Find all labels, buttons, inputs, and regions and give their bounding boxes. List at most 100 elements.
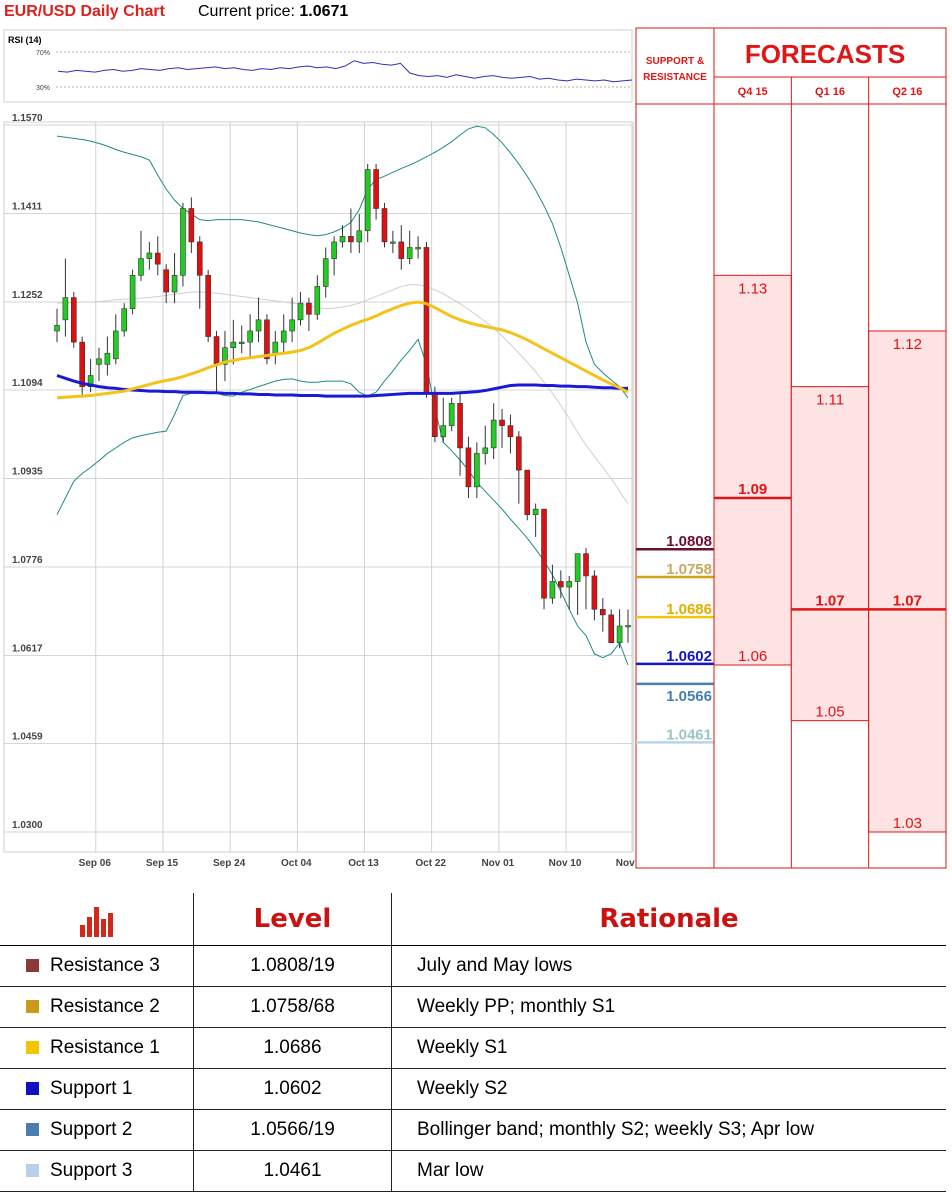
candle-body: [96, 358, 102, 365]
levels-table-wrap: Level Rationale Resistance 3 1.0808/19 J…: [0, 893, 952, 1192]
table-row: Resistance 3 1.0808/19 July and May lows: [0, 945, 946, 987]
legend-swatch: [26, 1000, 39, 1013]
forecast-range: [868, 330, 947, 833]
legend-swatch: [26, 1041, 39, 1054]
y-tick-label: 1.0776: [12, 555, 43, 566]
candle: [348, 208, 354, 254]
candle-body: [331, 241, 337, 259]
level-name-cell: Resistance 1: [0, 1027, 194, 1069]
level-name: Support 2: [50, 1118, 133, 1140]
candle-body: [230, 341, 237, 348]
candle-body: [54, 325, 60, 332]
candle: [171, 253, 178, 304]
level-name-cell: Resistance 2: [0, 986, 194, 1028]
candle-body: [457, 403, 463, 449]
candle: [138, 230, 144, 281]
candle: [188, 197, 195, 254]
forecast-low-value: 1.03: [893, 815, 922, 832]
candle-body: [255, 319, 262, 332]
title-bar: EUR/USD Daily Chart Current price: 1.067…: [0, 0, 636, 28]
candle: [600, 598, 606, 632]
x-tick-label: Oct 22: [415, 858, 446, 869]
sma-yellow-line: [56, 300, 629, 400]
candle-body: [356, 230, 363, 243]
forecast-low-value: 1.06: [738, 648, 767, 665]
candle-body: [373, 169, 379, 209]
candle-body: [322, 258, 329, 287]
candle-body: [339, 236, 346, 243]
rsi-line: [57, 60, 633, 83]
candle: [432, 386, 438, 443]
candle-body: [247, 330, 253, 343]
table-row: Resistance 1 1.0686 Weekly S1: [0, 1027, 946, 1069]
candle-body: [163, 269, 169, 293]
rsi-level-label: 30%: [36, 85, 50, 92]
legend-swatch: [26, 1123, 39, 1136]
candle-body: [448, 403, 455, 426]
candle: [448, 397, 455, 432]
level-value: 1.0686: [193, 1027, 392, 1069]
table-row: Support 1 1.0602 Weekly S2: [0, 1068, 946, 1110]
forecast-high-value: 1.13: [738, 280, 767, 297]
legend-swatch: [26, 1164, 39, 1177]
rsi-panel: [3, 29, 633, 103]
candle-body: [541, 508, 547, 599]
candle: [230, 319, 237, 365]
candle-body: [524, 469, 531, 515]
forecast-main-value: 1.07: [893, 592, 922, 609]
bollinger-lower: [56, 338, 629, 666]
candle-body: [146, 252, 153, 259]
level-name-cell: Support 1: [0, 1068, 194, 1110]
level-value: 1.0758/68: [193, 986, 392, 1028]
candle: [289, 297, 295, 343]
candle-body: [364, 169, 371, 232]
candle: [423, 241, 430, 398]
chart-area: RSI (14) 70% 30% 1.1570 1.1411 1.1252 1.1094 1.…: [3, 27, 947, 869]
candle: [306, 297, 312, 331]
rationale-text: Weekly S2: [391, 1068, 946, 1110]
candle-body: [188, 208, 195, 243]
candle-body: [62, 297, 69, 321]
current-price-label: Current price:: [198, 3, 295, 20]
candle-body: [79, 341, 85, 387]
level-name-cell: Support 2: [0, 1109, 194, 1151]
candle: [205, 269, 211, 343]
forecast-column-label: Q1 16: [815, 86, 845, 98]
level-name: Support 1: [50, 1077, 133, 1099]
level-name: Support 3: [50, 1159, 133, 1181]
forecast-high-value: 1.12: [893, 336, 922, 353]
candle-body: [532, 508, 539, 515]
candle: [146, 241, 153, 270]
candle: [532, 503, 539, 537]
table-row: Resistance 2 1.0758/68 Weekly PP; monthl…: [0, 986, 946, 1028]
candle-body: [112, 330, 119, 360]
candle-body: [432, 391, 438, 438]
candle: [591, 570, 598, 621]
candle: [331, 236, 337, 276]
candle-body: [398, 241, 405, 259]
forecast-low-value: 1.05: [815, 704, 844, 721]
sr-header-line2: RESISTANCE: [643, 72, 707, 83]
bar-chart-icon-cell: [0, 893, 194, 946]
price-panel: [3, 121, 633, 853]
candle-body: [213, 336, 220, 365]
level-name: Resistance 1: [50, 1036, 160, 1058]
candle-body: [87, 375, 94, 387]
y-tick-label: 1.1570: [12, 113, 43, 124]
candle-body: [499, 419, 505, 426]
candle: [339, 225, 346, 248]
candle: [314, 275, 321, 320]
candle: [96, 347, 102, 382]
grid: [4, 122, 634, 852]
x-tick-label: Nov 01: [481, 858, 514, 869]
candle-body: [574, 553, 581, 582]
sr-level-value: 1.0602: [666, 648, 712, 665]
candle-body: [600, 609, 606, 616]
candle-body: [440, 425, 447, 438]
candle: [373, 163, 379, 220]
candle: [406, 230, 413, 265]
candle: [364, 163, 371, 242]
candle-body: [390, 241, 396, 244]
y-tick-label: 1.1411: [12, 202, 42, 213]
candle-body: [507, 425, 514, 438]
